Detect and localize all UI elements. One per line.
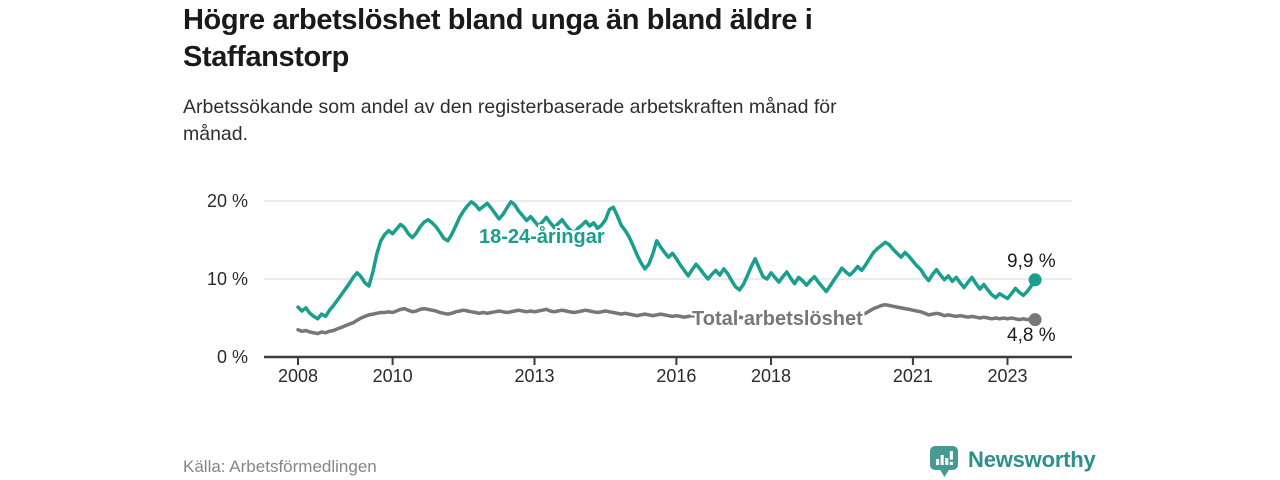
x-axis-label: 2010 [372,366,413,386]
series-label-total: Total arbetslöshet [692,308,863,330]
newsworthy-icon [930,446,958,477]
y-axis-label: 0 % [216,347,248,367]
series-endpoint-dot-0 [1028,273,1042,287]
brand-logo: Newsworthy [930,446,1096,478]
x-axis-label: 2018 [750,366,792,386]
brand-name: Newsworthy [968,447,1096,472]
x-axis-label: 2016 [656,366,697,386]
page-subtitle: Arbetssökande som andel av den registerb… [183,96,837,145]
x-axis-label: 2021 [892,366,933,386]
series-line-0 [296,200,1037,321]
end-value-youth: 9,9 % [1007,251,1056,272]
source-note: Källa: Arbetsförmedlingen [183,457,377,476]
end-value-total: 4,8 % [1007,325,1056,346]
x-axis-label: 2013 [514,366,555,386]
page-title: Högre arbetslöshet bland unga än bland ä… [183,4,813,73]
y-axis-label: 10 % [206,269,248,289]
x-axis-label: 2008 [277,366,319,386]
x-axis-label: 2023 [987,366,1028,386]
series-line-1 [296,302,1037,336]
series-label-youth: 18-24-åringar [479,226,605,248]
y-axis-label: 20 % [206,191,248,211]
series-endpoint-dot-1 [1028,313,1042,327]
